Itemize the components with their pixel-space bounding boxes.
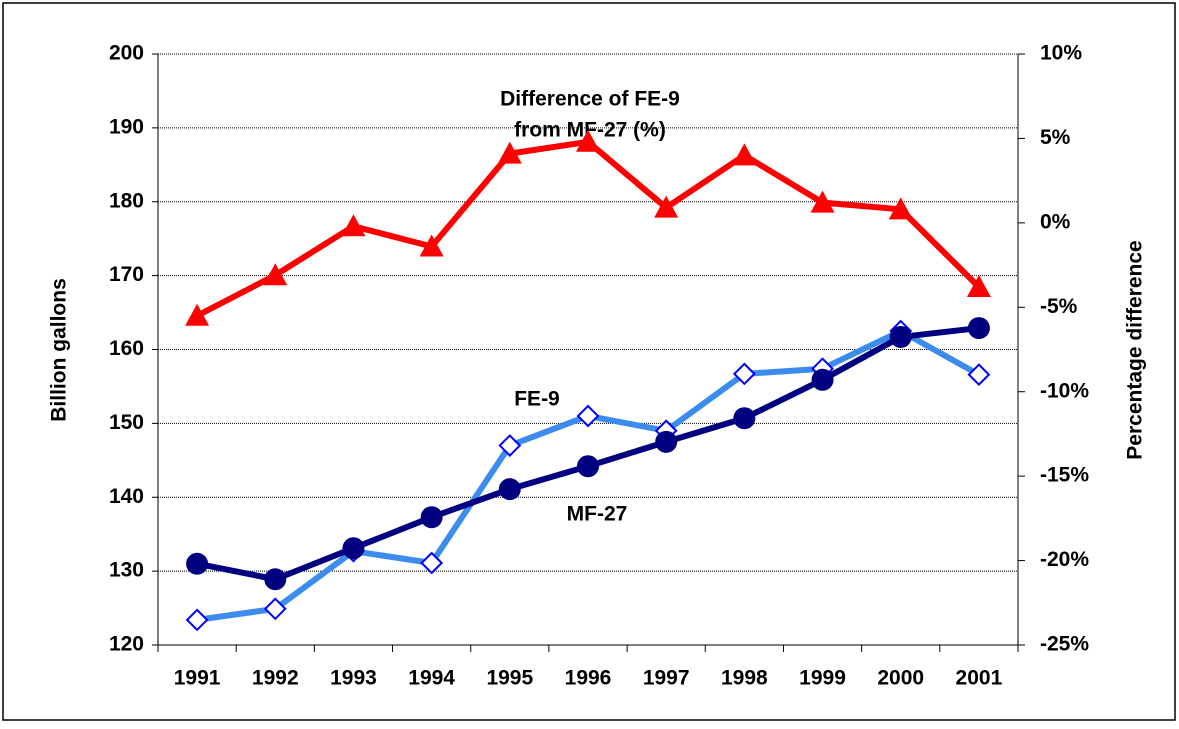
y-tick-label: 140 bbox=[109, 485, 144, 508]
y2-tick-label: 0% bbox=[1040, 210, 1071, 233]
marker bbox=[263, 263, 288, 286]
y2-tick-label: -20% bbox=[1040, 548, 1089, 571]
marker bbox=[263, 597, 287, 621]
x-tick-label: 1991 bbox=[174, 667, 221, 690]
marker bbox=[733, 407, 756, 430]
marker bbox=[185, 608, 209, 632]
marker bbox=[967, 363, 991, 387]
y-tick-label: 190 bbox=[109, 115, 144, 138]
x-tick-label: 2000 bbox=[877, 667, 924, 690]
marker bbox=[811, 368, 834, 391]
annotation: FE-9 bbox=[514, 388, 560, 411]
marker bbox=[342, 537, 365, 560]
y-axis-label: Billion gallons bbox=[48, 278, 71, 422]
marker bbox=[576, 404, 600, 428]
x-tick-label: 1994 bbox=[408, 667, 455, 690]
y-tick-label: 180 bbox=[109, 189, 144, 212]
y-tick-label: 160 bbox=[109, 337, 144, 360]
marker bbox=[655, 430, 678, 453]
x-tick-label: 1996 bbox=[565, 667, 612, 690]
marker bbox=[186, 552, 209, 575]
y2-axis-label: Percentage difference bbox=[1124, 240, 1147, 459]
annotation: Difference of FE-9 bbox=[500, 88, 680, 111]
y-tick-label: 130 bbox=[109, 559, 144, 582]
y-tick-label: 120 bbox=[109, 633, 144, 656]
marker bbox=[498, 434, 522, 457]
y2-tick-label: 5% bbox=[1040, 126, 1071, 149]
x-tick-label: 1992 bbox=[252, 667, 299, 690]
marker bbox=[732, 362, 756, 386]
marker bbox=[810, 190, 835, 213]
marker bbox=[497, 141, 522, 164]
y2-tick-label: -10% bbox=[1040, 379, 1089, 402]
y2-tick-label: -25% bbox=[1040, 633, 1089, 656]
x-tick-label: 1993 bbox=[330, 667, 377, 690]
y-tick-label: 200 bbox=[109, 42, 144, 65]
marker bbox=[888, 197, 913, 220]
x-tick-label: 1997 bbox=[643, 667, 690, 690]
y-tick-label: 150 bbox=[109, 411, 144, 434]
marker bbox=[419, 234, 444, 257]
annotation: MF-27 bbox=[567, 503, 628, 526]
y2-tick-label: -5% bbox=[1040, 295, 1078, 318]
y2-tick-label: -15% bbox=[1040, 464, 1089, 487]
x-tick-label: 1999 bbox=[799, 667, 846, 690]
marker bbox=[732, 143, 757, 166]
marker bbox=[498, 478, 521, 501]
y-tick-label: 170 bbox=[109, 263, 144, 286]
marker bbox=[185, 303, 210, 326]
annotation: from MF-27 (%) bbox=[514, 119, 666, 142]
x-tick-label: 2001 bbox=[956, 667, 1003, 690]
marker bbox=[967, 317, 990, 340]
marker bbox=[889, 325, 912, 348]
marker bbox=[654, 195, 679, 218]
marker bbox=[576, 129, 600, 152]
marker bbox=[420, 551, 444, 575]
marker bbox=[577, 455, 599, 478]
y2-tick-label: 10% bbox=[1040, 42, 1082, 65]
x-tick-label: 1995 bbox=[486, 667, 533, 690]
marker bbox=[264, 568, 287, 591]
marker bbox=[341, 214, 366, 237]
x-tick-label: 1998 bbox=[721, 667, 768, 690]
marker bbox=[420, 506, 443, 529]
marker bbox=[966, 275, 991, 298]
